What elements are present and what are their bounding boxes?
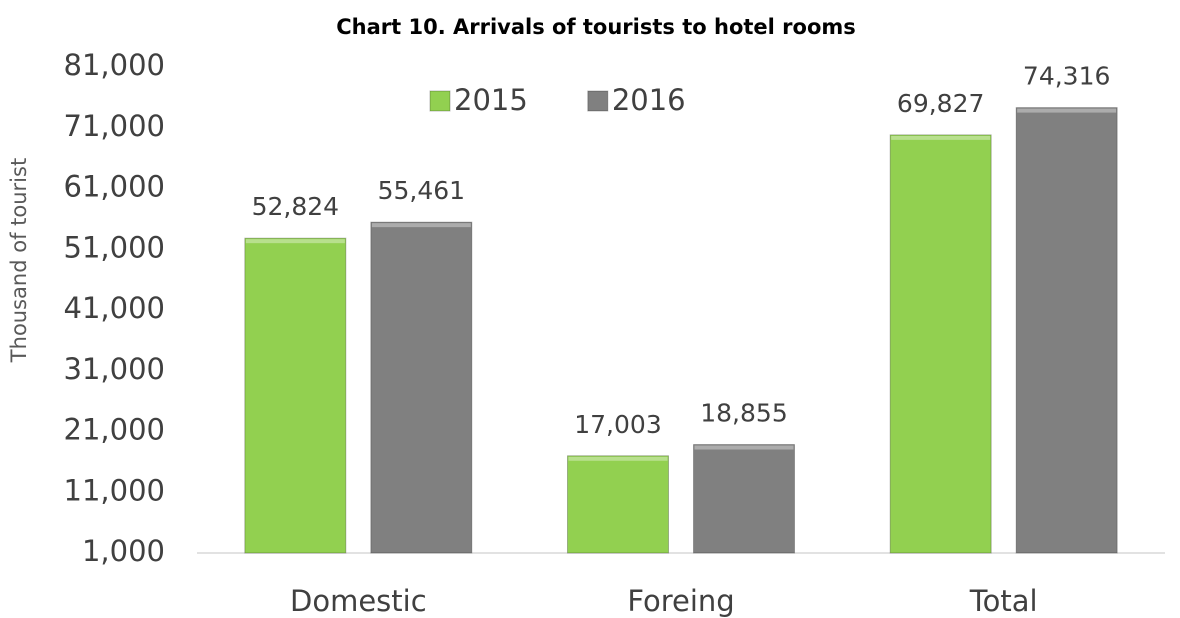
legend-label: 2015	[454, 83, 528, 117]
bar	[1015, 107, 1118, 554]
y-tick-label: 1,000	[82, 534, 165, 568]
x-tick-label: Total	[969, 584, 1038, 618]
data-label: 69,827	[897, 89, 984, 118]
y-axis-label: Thousand of tourist	[7, 158, 31, 363]
y-tick-label: 41,000	[64, 291, 165, 325]
x-tick-label: Domestic	[290, 584, 427, 618]
bar-bevel	[1017, 108, 1117, 113]
bar-bevel	[245, 239, 345, 244]
bar-bevel	[371, 223, 471, 228]
bar-bevel	[694, 445, 794, 450]
data-label: 74,316	[1023, 62, 1110, 91]
y-tick-label: 81,000	[64, 48, 165, 82]
y-tick-label: 11,000	[64, 473, 165, 507]
bar-bevel	[891, 135, 991, 140]
legend-label: 2016	[612, 83, 686, 117]
y-tick-label: 61,000	[64, 170, 165, 204]
data-label: 18,855	[700, 399, 787, 428]
data-label: 52,824	[252, 192, 339, 221]
data-label: 55,461	[378, 176, 465, 205]
legend-swatch	[587, 90, 609, 112]
y-tick-label: 71,000	[64, 109, 165, 143]
y-tick-label: 31,000	[64, 352, 165, 386]
y-tick-label: 51,000	[64, 230, 165, 264]
bar	[567, 455, 669, 554]
bar	[889, 134, 992, 554]
bar	[244, 237, 347, 554]
legend-swatch	[429, 90, 451, 112]
data-label: 17,003	[574, 410, 661, 439]
chart-title: Chart 10. Arrivals of tourists to hotel …	[336, 15, 856, 39]
x-tick-label: Foreing	[627, 584, 734, 618]
y-tick-label: 21,000	[64, 413, 165, 447]
bar-bevel	[568, 456, 668, 461]
bar	[370, 221, 473, 554]
bar	[693, 444, 795, 554]
